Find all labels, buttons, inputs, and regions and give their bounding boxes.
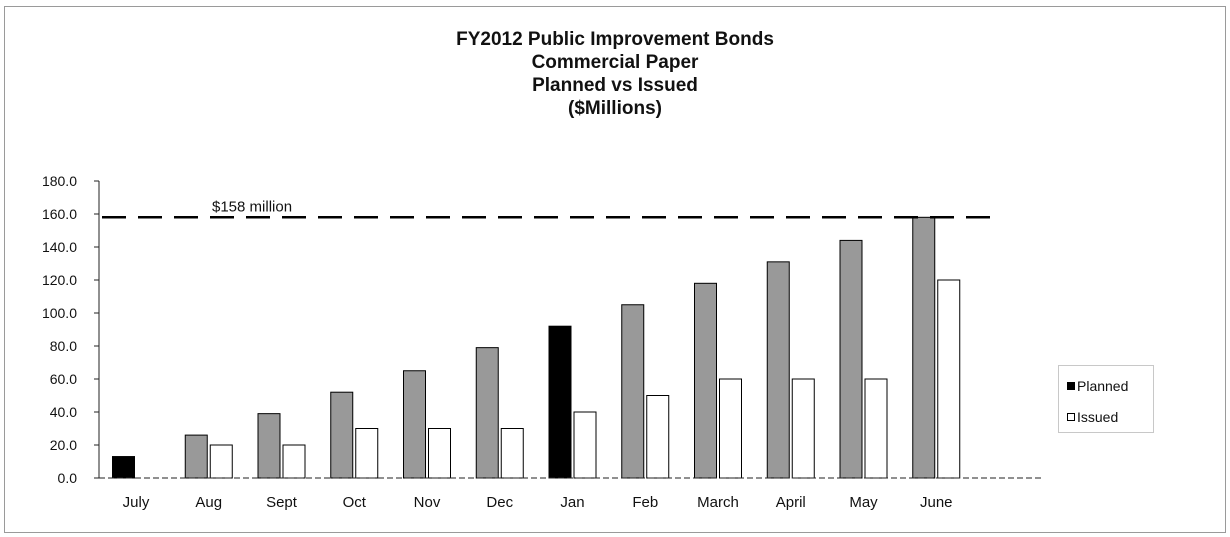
y-tick-label: 140.0: [42, 239, 77, 255]
x-tick-label: Nov: [414, 494, 441, 511]
y-tick-label: 100.0: [42, 305, 77, 321]
bar-issued-june: [938, 280, 960, 478]
reference-line-label: $158 million: [212, 198, 292, 215]
x-tick-label: May: [849, 494, 878, 511]
bar-issued-jan: [574, 412, 596, 478]
y-tick-label: 40.0: [50, 404, 77, 420]
bar-planned-sept: [258, 414, 280, 478]
bar-issued-feb: [647, 396, 669, 479]
bar-planned-april: [767, 262, 789, 478]
bar-planned-jan: [549, 326, 571, 478]
bars: [113, 217, 960, 478]
bar-planned-may: [840, 240, 862, 478]
x-axis: July Aug Sept Oct Nov Dec Jan Feb March April May J…: [99, 478, 1044, 511]
bar-planned-march: [695, 283, 717, 478]
bar-planned-feb: [622, 305, 644, 478]
bar-planned-oct: [331, 392, 353, 478]
y-tick-label: 20.0: [50, 437, 77, 453]
reference-line-group: $158 million: [102, 198, 1002, 217]
bar-issued-sept: [283, 445, 305, 478]
bar-planned-june: [913, 217, 935, 478]
legend-label-planned: Planned: [1077, 378, 1128, 394]
x-tick-label: July: [123, 494, 150, 511]
y-tick-label: 80.0: [50, 338, 77, 354]
x-tick-label: Dec: [486, 494, 513, 511]
x-tick-label: Sept: [266, 494, 298, 511]
bar-issued-april: [792, 379, 814, 478]
x-tick-label: Aug: [195, 494, 222, 511]
y-tick-label: 60.0: [50, 371, 77, 387]
legend-item-planned: Planned: [1067, 378, 1128, 394]
bar-planned-dec: [476, 348, 498, 478]
bar-issued-dec: [501, 429, 523, 479]
bar-planned-nov: [404, 371, 426, 478]
x-tick-label: April: [776, 494, 806, 511]
legend-label-issued: Issued: [1077, 409, 1118, 425]
x-tick-label: June: [920, 494, 953, 511]
y-tick-label: 180.0: [42, 173, 77, 189]
x-tick-label: March: [697, 494, 739, 511]
bar-planned-july: [113, 457, 135, 478]
legend-swatch-issued: [1067, 413, 1075, 421]
legend-swatch-planned: [1067, 382, 1075, 390]
y-tick-label: 160.0: [42, 206, 77, 222]
bar-issued-march: [720, 379, 742, 478]
bar-planned-aug: [185, 435, 207, 478]
legend: Planned Issued: [1058, 365, 1154, 433]
x-tick-label: Jan: [560, 494, 584, 511]
bar-issued-may: [865, 379, 887, 478]
legend-item-issued: Issued: [1067, 409, 1118, 425]
bar-issued-aug: [210, 445, 232, 478]
y-axis: 0.0 20.0 40.0 60.0 80.0 100.0 120.0 140.0 160.0 1…: [42, 173, 99, 486]
bar-issued-nov: [429, 429, 451, 479]
y-tick-label: 0.0: [58, 470, 78, 486]
bar-issued-oct: [356, 429, 378, 479]
x-tick-label: Oct: [343, 494, 367, 511]
y-tick-label: 120.0: [42, 272, 77, 288]
x-tick-label: Feb: [632, 494, 658, 511]
